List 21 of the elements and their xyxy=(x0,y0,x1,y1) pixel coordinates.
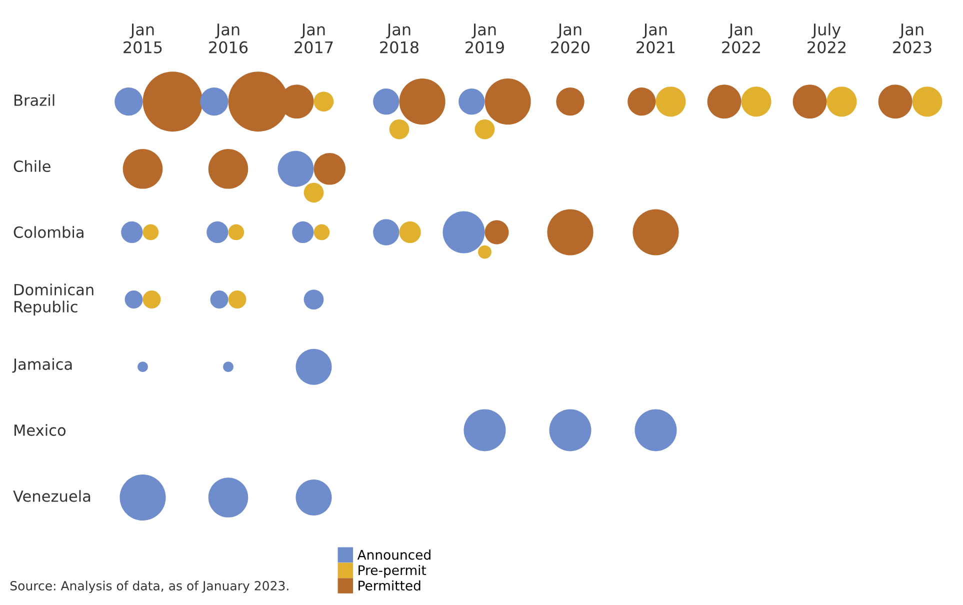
x-tick-label: Jan 2017 xyxy=(294,24,333,54)
x-tick-label: Jan 2016 xyxy=(209,24,248,54)
x-tick-label: Jan 2021 xyxy=(636,24,675,54)
text: Jamaica xyxy=(12,358,72,373)
text: Venezuela xyxy=(13,490,90,502)
x-tick-label: Jan 2020 xyxy=(551,24,590,54)
legend-label: Permitted xyxy=(358,580,420,591)
text: Colombia xyxy=(14,226,84,238)
source-note: Source: Analysis of data, as of January 2023. xyxy=(10,580,288,593)
x-tick-label: Jan 2018 xyxy=(380,24,418,54)
legend-label: Announced xyxy=(357,550,430,560)
text: Dominican Republic xyxy=(14,284,94,316)
legend-label: Pre-permit xyxy=(358,564,426,578)
x-tick-label: Jan 2023 xyxy=(893,24,932,54)
x-tick-label: July 2022 xyxy=(808,23,846,54)
text: Mexico xyxy=(14,424,66,436)
text: Brazil xyxy=(14,94,54,106)
x-tick-label: Jan 2019 xyxy=(466,24,504,54)
x-tick-label: Jan 2022 xyxy=(722,24,760,54)
x-tick-label: Jan 2015 xyxy=(124,24,162,54)
text: Chile xyxy=(14,160,50,172)
